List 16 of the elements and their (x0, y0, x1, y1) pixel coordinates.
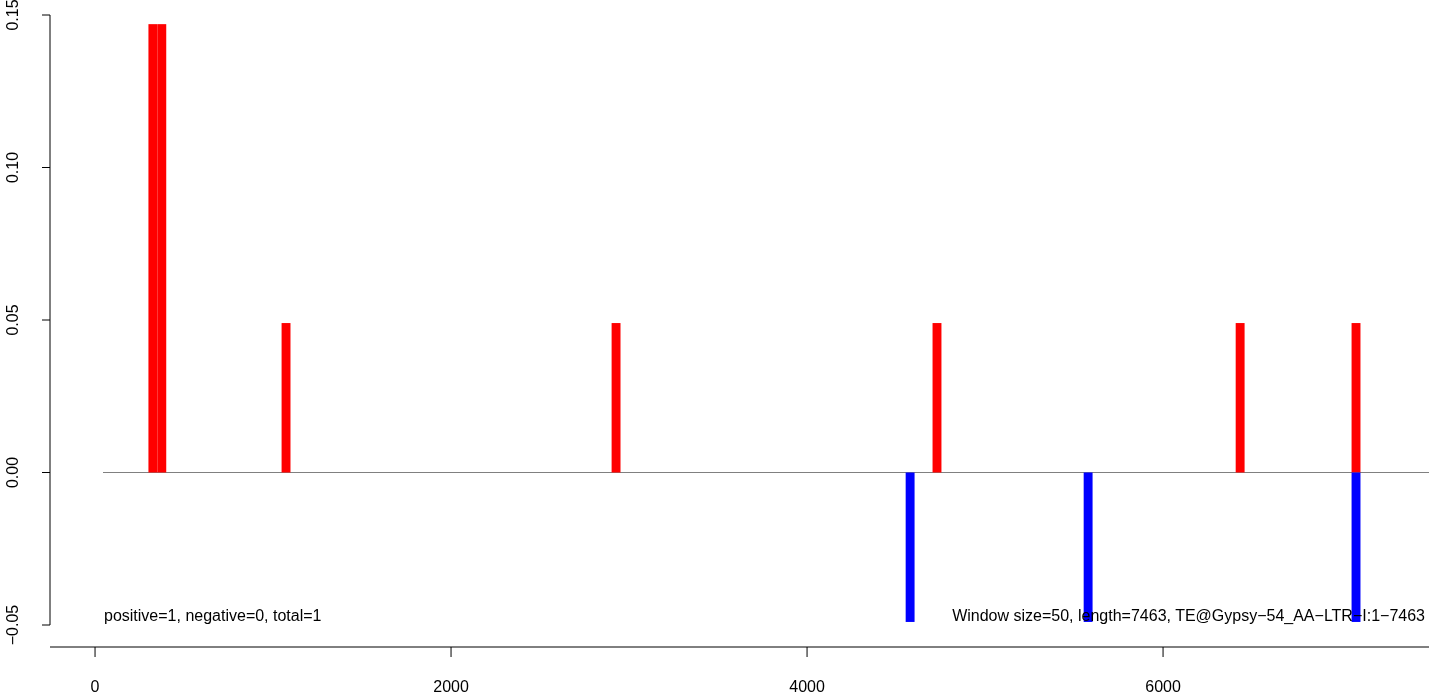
bar (281, 323, 291, 473)
y-tick-label: 0.00 (4, 456, 21, 489)
bar (905, 472, 915, 622)
bar (1351, 323, 1361, 473)
x-tick-label: 0 (90, 678, 100, 694)
bar (932, 323, 942, 473)
x-tick-label: 4000 (789, 678, 825, 694)
annotation: positive=1, negative=0, total=1 (104, 607, 322, 624)
x-tick-label: 2000 (433, 678, 469, 694)
bar (611, 323, 621, 473)
y-tick-label: 0.05 (4, 304, 21, 336)
y-tick-label: 0.10 (4, 151, 21, 184)
x-tick-label: 6000 (1145, 678, 1181, 694)
y-tick-label: −0.05 (4, 604, 21, 646)
y-tick-label: 0.15 (4, 0, 21, 31)
bar (1235, 323, 1245, 473)
